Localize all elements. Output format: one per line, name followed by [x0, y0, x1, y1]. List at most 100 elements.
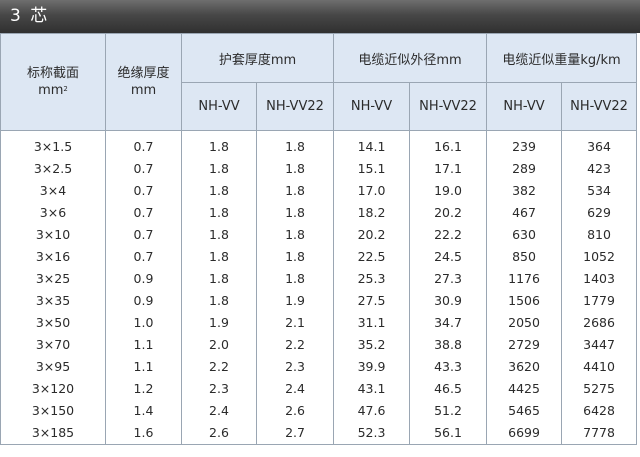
cell-insulation-thickness: 0.7	[105, 130, 182, 157]
cell-diameter-nh-vv22: 17.1	[409, 157, 488, 179]
cell-sheath-nh-vv22: 1.8	[255, 245, 335, 267]
cell-insulation-thickness: 1.2	[105, 377, 182, 399]
cell-sheath-nh-vv22: 2.6	[255, 399, 335, 421]
cell-cross-section: 3×4	[0, 179, 106, 201]
cell-sheath-nh-vv: 1.8	[181, 157, 257, 179]
table-row: 3×6 0.7 1.8 1.8 18.2 20.2 467 629	[0, 201, 638, 223]
cell-diameter-nh-vv22: 27.3	[409, 267, 488, 289]
cell-diameter-nh-vv22: 30.9	[409, 289, 488, 311]
cell-sheath-nh-vv22: 2.1	[255, 311, 335, 333]
cell-sheath-nh-vv22: 1.8	[255, 223, 335, 245]
cell-cross-section: 3×50	[0, 311, 106, 333]
cell-diameter-nh-vv22: 16.1	[409, 130, 488, 157]
cell-diameter-nh-vv22: 38.8	[409, 333, 488, 355]
cell-sheath-nh-vv22: 2.3	[255, 355, 335, 377]
cell-sheath-nh-vv22: 2.2	[255, 333, 335, 355]
cell-cross-section: 3×35	[0, 289, 106, 311]
header-sheath-nh-vv22: NH-VV22	[255, 82, 335, 131]
cell-insulation-thickness: 1.0	[105, 311, 182, 333]
cell-cross-section: 3×70	[0, 333, 106, 355]
cell-sheath-nh-vv22: 1.8	[255, 157, 335, 179]
cell-diameter-nh-vv22: 51.2	[409, 399, 488, 421]
cell-sheath-nh-vv: 2.3	[181, 377, 257, 399]
cell-diameter-nh-vv: 25.3	[333, 267, 411, 289]
cell-weight-nh-vv: 382	[486, 179, 563, 201]
header-sheath-thickness: 护套厚度mm	[180, 33, 335, 83]
cell-weight-nh-vv: 2050	[486, 311, 563, 333]
cell-insulation-thickness: 1.1	[105, 355, 182, 377]
cell-weight-nh-vv: 1506	[486, 289, 563, 311]
cell-weight-nh-vv: 630	[486, 223, 563, 245]
cell-weight-nh-vv: 5465	[486, 399, 563, 421]
cell-insulation-thickness: 0.9	[105, 289, 182, 311]
cell-diameter-nh-vv22: 46.5	[409, 377, 488, 399]
header-sheath-nh-vv: NH-VV	[181, 82, 257, 131]
cell-weight-nh-vv22: 364	[561, 130, 638, 157]
cell-insulation-thickness: 1.4	[105, 399, 182, 421]
cell-weight-nh-vv: 289	[486, 157, 563, 179]
header-insulation: 绝缘厚度 mm	[105, 33, 182, 131]
cell-weight-nh-vv22: 2686	[561, 311, 638, 333]
cell-sheath-nh-vv22: 1.8	[255, 267, 335, 289]
cell-cross-section: 3×10	[0, 223, 106, 245]
cell-weight-nh-vv22: 423	[561, 157, 638, 179]
cell-sheath-nh-vv: 2.2	[181, 355, 257, 377]
cell-sheath-nh-vv: 2.0	[181, 333, 257, 355]
cell-diameter-nh-vv: 47.6	[333, 399, 411, 421]
cell-sheath-nh-vv22: 1.8	[255, 201, 335, 223]
cell-diameter-nh-vv: 31.1	[333, 311, 411, 333]
cell-sheath-nh-vv: 1.8	[181, 130, 257, 157]
cell-diameter-nh-vv22: 34.7	[409, 311, 488, 333]
cell-sheath-nh-vv22: 2.7	[255, 421, 335, 445]
cell-weight-nh-vv: 4425	[486, 377, 563, 399]
header-cross-section-unit: mm2	[38, 83, 68, 98]
cell-insulation-thickness: 0.7	[105, 245, 182, 267]
cell-diameter-nh-vv: 22.5	[333, 245, 411, 267]
cell-weight-nh-vv22: 1052	[561, 245, 638, 267]
cell-cross-section: 3×185	[0, 421, 106, 445]
cell-sheath-nh-vv: 1.8	[181, 179, 257, 201]
cell-sheath-nh-vv22: 1.8	[255, 130, 335, 157]
cell-diameter-nh-vv22: 22.2	[409, 223, 488, 245]
cell-sheath-nh-vv: 1.8	[181, 223, 257, 245]
table-row: 3×185 1.6 2.6 2.7 52.3 56.1 6699 7778	[0, 421, 638, 445]
table-row: 3×25 0.9 1.8 1.8 25.3 27.3 1176 1403	[0, 267, 638, 289]
cell-diameter-nh-vv: 35.2	[333, 333, 411, 355]
cell-diameter-nh-vv: 17.0	[333, 179, 411, 201]
table-row: 3×35 0.9 1.8 1.9 27.5 30.9 1506 1779	[0, 289, 638, 311]
cell-weight-nh-vv: 3620	[486, 355, 563, 377]
cell-insulation-thickness: 1.1	[105, 333, 182, 355]
header-insulation-label: 绝缘厚度	[117, 66, 170, 81]
cell-diameter-nh-vv: 39.9	[333, 355, 411, 377]
cell-weight-nh-vv: 1176	[486, 267, 563, 289]
cell-diameter-nh-vv: 18.2	[333, 201, 411, 223]
table-row: 3×150 1.4 2.4 2.6 47.6 51.2 5465 6428	[0, 399, 638, 421]
cell-insulation-thickness: 0.7	[105, 223, 182, 245]
cell-sheath-nh-vv22: 1.9	[255, 289, 335, 311]
cell-diameter-nh-vv: 14.1	[333, 130, 411, 157]
cell-weight-nh-vv22: 6428	[561, 399, 638, 421]
header-cross-section-label: 标称截面	[26, 66, 79, 81]
cell-insulation-thickness: 0.7	[105, 157, 182, 179]
cell-weight-nh-vv22: 7778	[561, 421, 638, 445]
table-row: 3×4 0.7 1.8 1.8 17.0 19.0 382 534	[0, 179, 638, 201]
cell-weight-nh-vv22: 1779	[561, 289, 638, 311]
cell-diameter-nh-vv22: 20.2	[409, 201, 488, 223]
cell-insulation-thickness: 1.6	[105, 421, 182, 445]
cell-sheath-nh-vv: 1.8	[181, 267, 257, 289]
table-row: 3×95 1.1 2.2 2.3 39.9 43.3 3620 4410	[0, 355, 638, 377]
cell-cross-section: 3×16	[0, 245, 106, 267]
cell-weight-nh-vv: 467	[486, 201, 563, 223]
cell-weight-nh-vv22: 534	[561, 179, 638, 201]
cell-cross-section: 3×2.5	[0, 157, 106, 179]
table-body: 3×1.5 0.7 1.8 1.8 14.1 16.1 239 364 3×2.5 0.7 1.8 1…	[0, 130, 638, 445]
cell-diameter-nh-vv: 52.3	[333, 421, 411, 445]
table-row: 3×120 1.2 2.3 2.4 43.1 46.5 4425 5275	[0, 377, 638, 399]
cell-weight-nh-vv22: 4410	[561, 355, 638, 377]
cell-sheath-nh-vv: 1.8	[181, 289, 257, 311]
spec-table: 标称截面 mm2 绝缘厚度 mm 护套厚度mm 电缆近似外径mm 电缆近似重量k…	[0, 33, 638, 445]
cell-weight-nh-vv: 6699	[486, 421, 563, 445]
cell-sheath-nh-vv: 1.9	[181, 311, 257, 333]
cell-diameter-nh-vv22: 43.3	[409, 355, 488, 377]
